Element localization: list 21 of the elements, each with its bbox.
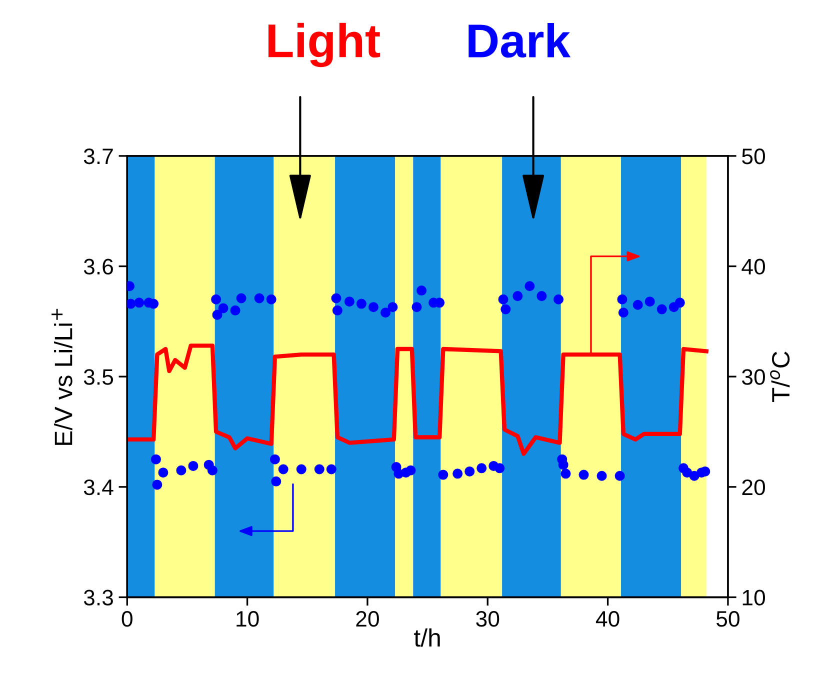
text: Dark: [468, 22, 571, 58]
x-tick-label: 30: [476, 611, 500, 627]
y2-tick-label: 30: [742, 369, 765, 385]
y2-tick-label: 50: [742, 148, 765, 164]
y2-tick-label: 10: [742, 590, 765, 606]
text: Light: [268, 22, 380, 68]
x-tick-label: 50: [716, 611, 740, 627]
x-tick-label: 0: [122, 611, 132, 627]
y-tick-label: 3.7: [84, 148, 113, 164]
x-tick-label: 20: [356, 611, 379, 627]
x-tick-label: 40: [596, 611, 620, 627]
y-axis-title: E/V vs Li/Li$^{+}$: [52, 308, 72, 445]
y2-tick-label: 20: [742, 479, 765, 496]
y2-axis-title: T/$^{o}$C: [770, 352, 790, 402]
x-tick-label: 10: [236, 611, 259, 627]
y-tick-label: 3.6: [84, 258, 113, 275]
y2-tick-label: 40: [742, 258, 765, 275]
x-axis-title: t/h: [414, 628, 440, 647]
y-tick-label: 3.3: [84, 590, 113, 606]
y-tick-label: 3.4: [84, 479, 114, 496]
y-tick-label: 3.5: [84, 369, 114, 385]
